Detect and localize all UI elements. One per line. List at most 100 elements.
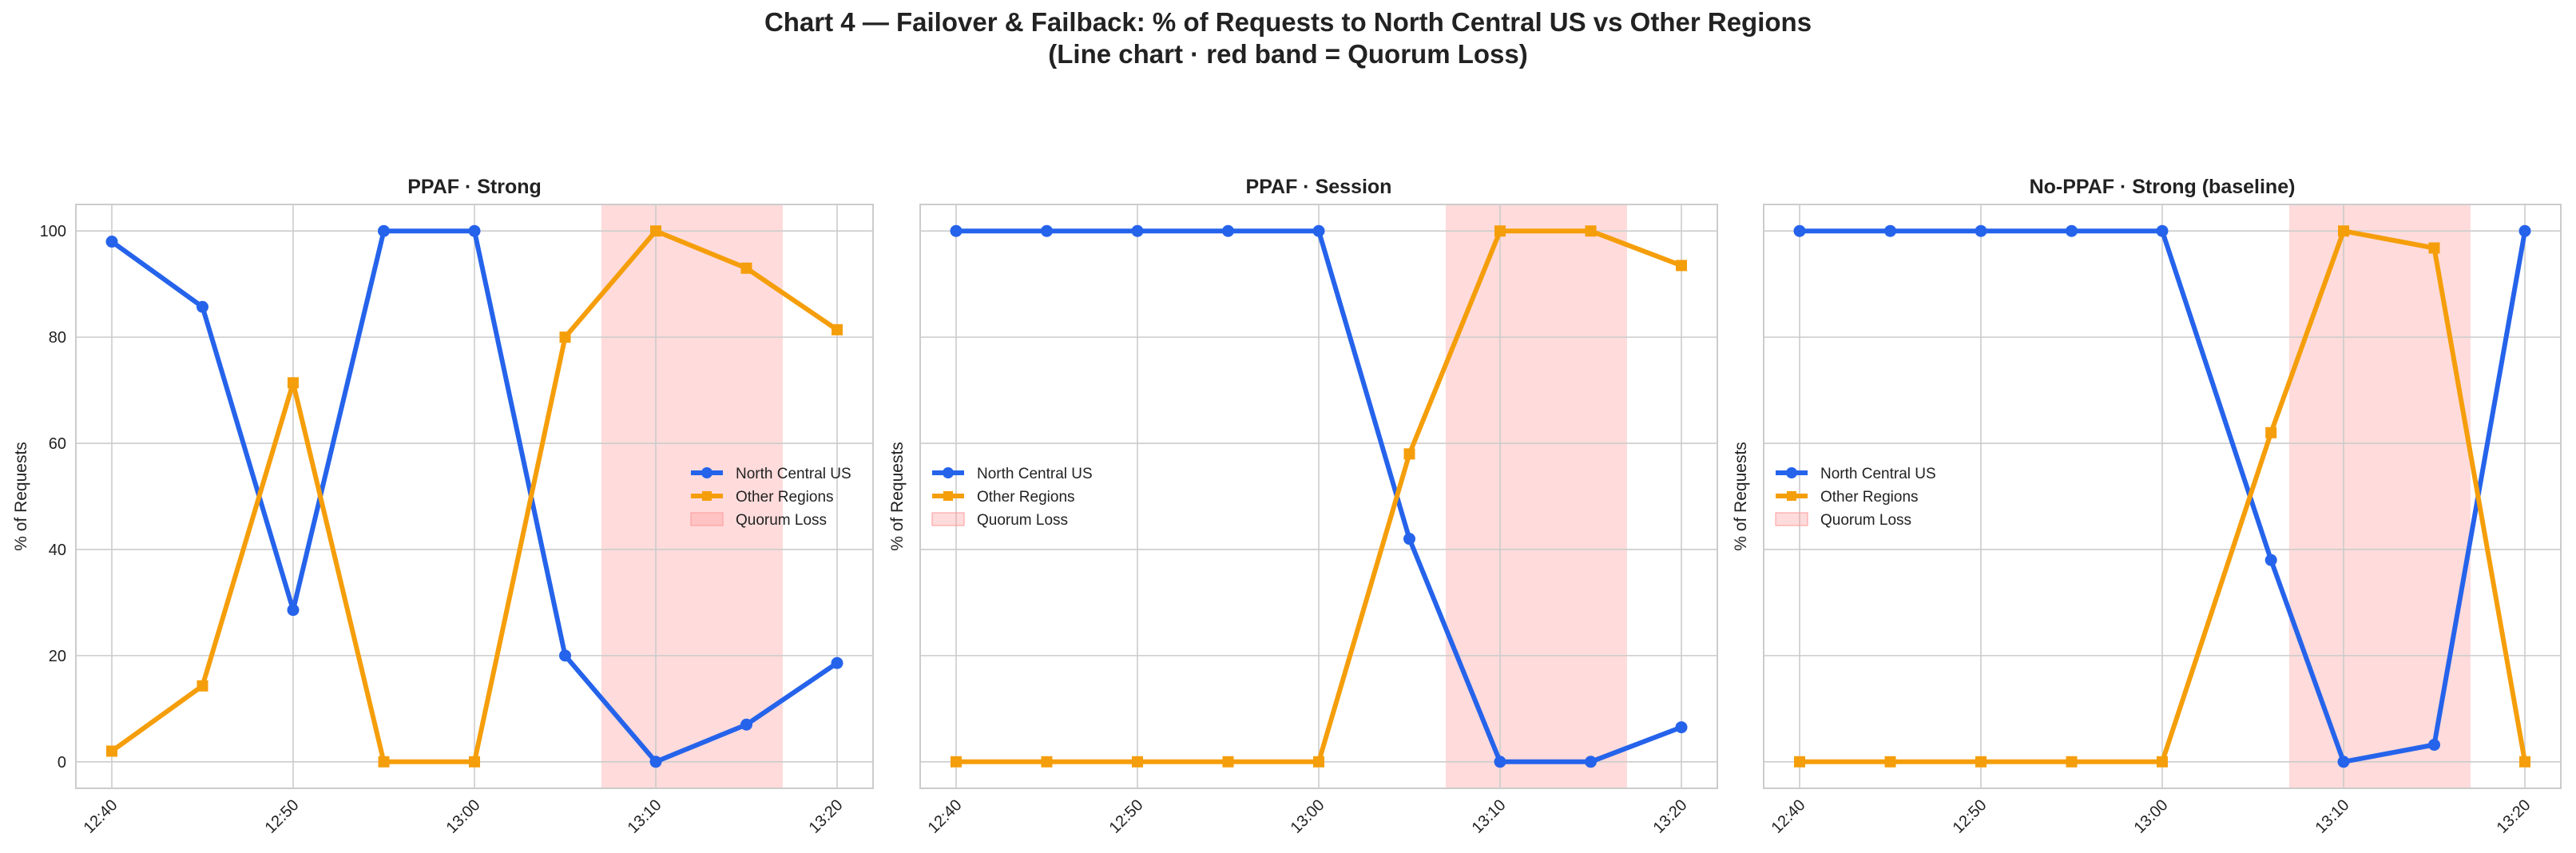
data-point-north-central-us [1975,224,1987,237]
y-axis-label: % of Requests [12,442,30,551]
data-point-north-central-us [2518,224,2531,237]
data-point-north-central-us [559,649,571,662]
data-point-north-central-us [1041,224,1053,237]
data-point-north-central-us [2337,756,2350,768]
data-point-north-central-us [2066,224,2078,237]
legend-marker [702,491,712,501]
data-point-other-regions [2265,426,2277,438]
data-point-other-regions [469,756,480,768]
figure-title-line1: Chart 4 — Failover & Failback: % of Requ… [764,7,1812,37]
data-point-other-regions [288,377,299,389]
chart-title: No-PPAF · Strong (baseline) [2030,176,2296,198]
data-point-north-central-us [2428,739,2440,752]
legend-marker [943,491,953,501]
data-point-north-central-us [1793,224,1806,237]
legend-label: North Central US [1820,466,1936,482]
legend: North Central US Other Regions Quorum Loss [690,466,851,529]
data-point-other-regions [1041,756,1053,768]
legend-marker [1786,467,1797,478]
data-point-other-regions [2338,225,2349,237]
legend-patch-swatch [1775,512,1808,526]
chart-panel-1: 0 20 40 60 80 100 12:40 12:50 13:00 13:10 13:20 PPA… [12,176,874,837]
data-point-other-regions [1403,448,1415,460]
data-point-north-central-us [1884,224,1896,237]
data-point-other-regions [1132,756,1143,768]
data-point-north-central-us [378,224,390,237]
data-point-other-regions [2157,756,2168,768]
legend-label: Other Regions [1820,489,1919,506]
data-point-north-central-us [1494,756,1506,768]
y-tick-label: 40 [49,542,66,559]
data-point-other-regions [740,262,752,274]
data-point-other-regions [2428,242,2440,254]
legend-label: Quorum Loss [736,512,827,529]
data-point-other-regions [559,331,571,343]
x-tick-label: 13:00 [443,796,484,837]
x-tick-label: 12:50 [1106,796,1147,837]
y-tick-label: 80 [49,329,66,347]
data-point-north-central-us [2264,553,2277,566]
data-point-other-regions [196,680,208,692]
data-point-north-central-us [1131,224,1144,237]
chart-panel-3: 12:40 12:50 13:00 13:10 13:20 No-PPAF · Stron… [1732,176,2562,837]
data-point-other-regions [650,225,661,237]
x-tick-label: 13:10 [1469,796,1510,837]
data-point-north-central-us [649,756,662,768]
y-axis-label: % of Requests [1732,442,1750,551]
data-point-north-central-us [196,300,208,313]
data-point-north-central-us [950,224,963,237]
x-tick-label: 12:50 [1950,796,1991,837]
data-point-north-central-us [105,236,118,248]
data-point-other-regions [1884,756,1896,768]
legend-marker [1787,491,1796,501]
y-tick-label: 20 [49,648,66,665]
y-tick-label: 0 [58,754,66,772]
legend-label: Quorum Loss [977,512,1068,529]
plot-frame [919,204,1718,789]
chart-title: PPAF · Strong [407,176,542,198]
legend-marker [701,467,712,478]
data-point-north-central-us [1585,756,1597,768]
data-point-other-regions [2519,756,2530,768]
x-tick-label: 13:20 [1650,796,1691,837]
data-point-north-central-us [468,224,481,237]
data-point-north-central-us [831,657,843,669]
data-point-north-central-us [740,718,752,731]
x-tick-label: 12:40 [81,796,121,837]
x-tick-label: 13:20 [806,796,847,837]
legend-patch-swatch [690,512,724,526]
plot-frame [1763,204,2562,789]
data-point-other-regions [2066,756,2078,768]
data-point-other-regions [1494,225,1506,237]
x-tick-label: 13:20 [2494,796,2534,837]
data-point-other-regions [378,756,390,768]
legend-label: Other Regions [977,489,1075,506]
x-tick-label: 12:40 [1768,796,1809,837]
x-tick-label: 13:10 [625,796,665,837]
x-tick-label: 13:10 [2312,796,2353,837]
y-tick-label: 60 [49,435,66,453]
data-point-other-regions [1975,756,1987,768]
x-tick-label: 12:50 [262,796,303,837]
figure-title-line2: (Line chart · red band = Quorum Loss) [1048,39,1528,69]
legend-patch-swatch [931,512,965,526]
data-point-other-regions [1794,756,1805,768]
plot-frame [75,204,874,789]
data-point-other-regions [832,323,843,335]
legend-label: North Central US [736,466,851,482]
quorum-loss-band [1445,204,1627,788]
y-axis-label: % of Requests [888,442,907,551]
x-tick-label: 13:00 [1288,796,1328,837]
chart-panel-2: 12:40 12:50 13:00 13:10 13:20 PPAF · Session%… [888,176,1718,837]
data-point-north-central-us [1403,533,1415,546]
data-point-north-central-us [1222,224,1234,237]
figure-title: Chart 4 — Failover & Failback: % of Requ… [0,6,2576,70]
data-point-north-central-us [287,604,300,617]
data-point-other-regions [1585,225,1597,237]
y-tick-label: 100 [40,223,66,240]
legend-label: North Central US [977,466,1093,482]
data-point-north-central-us [1675,721,1688,734]
data-point-north-central-us [2156,224,2169,237]
x-tick-label: 12:40 [925,796,966,837]
